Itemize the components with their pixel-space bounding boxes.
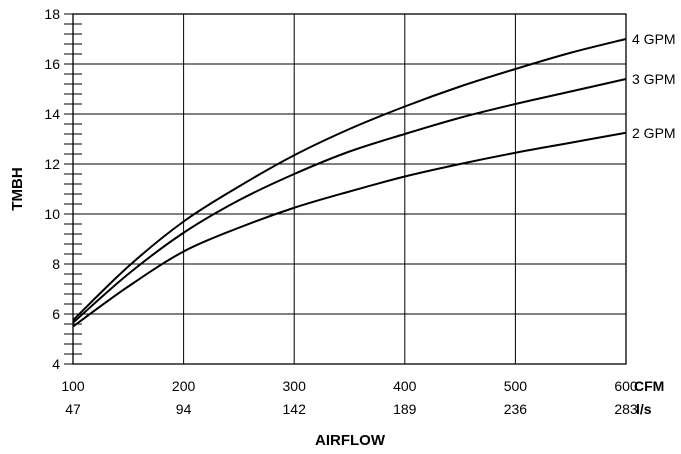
y-tick-labels: 4 6 8 10 12 14 16 18 xyxy=(44,6,60,372)
x-tick-label-secondary: 283 xyxy=(614,401,638,417)
x-tick-label: 500 xyxy=(504,378,528,394)
y-tick-label: 6 xyxy=(52,306,60,322)
y-axis-title: TMBH xyxy=(9,167,26,210)
x-unit-primary: CFM xyxy=(634,378,664,394)
x-tick-label: 200 xyxy=(172,378,196,394)
series-lines xyxy=(72,38,627,328)
x-tick-label: 300 xyxy=(283,378,307,394)
x-tick-label-secondary: 47 xyxy=(65,401,81,417)
series-line xyxy=(72,78,627,324)
x-axis-title: AIRFLOW xyxy=(315,432,386,449)
y-tick-label: 14 xyxy=(44,106,60,122)
x-tick-label-secondary: 236 xyxy=(504,401,528,417)
y-tick-label: 16 xyxy=(44,56,60,72)
series-line xyxy=(72,38,627,321)
y-tick-label: 8 xyxy=(52,256,60,272)
x-tick-label-secondary: 189 xyxy=(393,401,417,417)
x-tick-label: 100 xyxy=(61,378,85,394)
series-label: 2 GPM xyxy=(632,125,676,141)
grid xyxy=(72,13,627,365)
x-tick-label-secondary: 142 xyxy=(283,401,307,417)
x-tick-labels-secondary: 47 94 142 189 236 283 xyxy=(65,401,638,417)
series-label: 4 GPM xyxy=(632,31,676,47)
plot-frame xyxy=(72,13,627,365)
x-tick-label-secondary: 94 xyxy=(176,401,192,417)
y-tick-label: 10 xyxy=(44,206,60,222)
y-tick-label: 4 xyxy=(52,356,60,372)
x-tick-label: 600 xyxy=(614,378,638,394)
series-label: 3 GPM xyxy=(632,71,676,87)
x-tick-labels: 100 200 300 400 500 600 xyxy=(61,378,638,394)
x-tick-label: 400 xyxy=(393,378,417,394)
y-tick-label: 18 xyxy=(44,6,60,22)
y-tick-label: 12 xyxy=(44,156,60,172)
x-unit-secondary: l/s xyxy=(636,401,652,417)
series-labels: 4 GPM 3 GPM 2 GPM xyxy=(632,31,676,141)
series-line xyxy=(72,131,627,328)
